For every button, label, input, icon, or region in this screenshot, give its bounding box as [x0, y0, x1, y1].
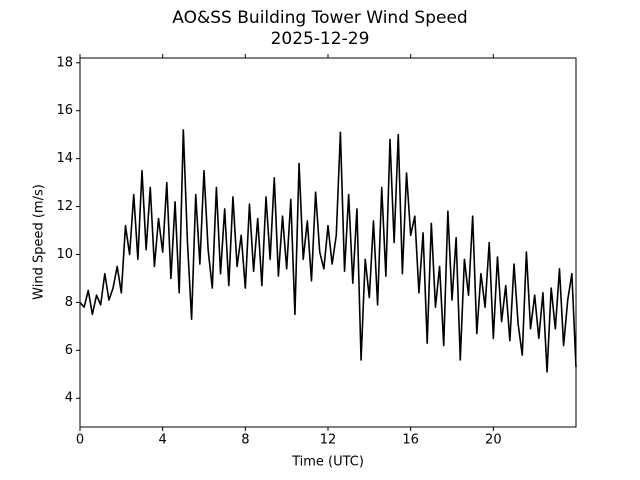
y-tick-label: 6 [65, 343, 73, 358]
chart-subtitle: 2025-12-29 [271, 29, 370, 49]
y-axis-label: Wind Speed (m/s) [32, 184, 47, 300]
y-tick-label: 10 [56, 247, 73, 262]
x-tick-label: 12 [320, 433, 337, 448]
x-tick-label: 8 [241, 433, 249, 448]
x-tick-label: 0 [76, 433, 84, 448]
x-tick-label: 4 [159, 433, 167, 448]
data-line [79, 129, 577, 373]
chart-title: AO&SS Building Tower Wind Speed [172, 8, 467, 28]
y-tick-label: 4 [65, 391, 73, 406]
y-tick-label: 8 [65, 295, 73, 310]
x-tick-label: 20 [485, 433, 502, 448]
y-tick-label: 18 [56, 55, 73, 70]
x-axis-label: Time (UTC) [291, 455, 364, 470]
x-tick-label: 16 [402, 433, 419, 448]
y-tick-label: 14 [56, 151, 73, 166]
y-tick-label: 16 [56, 103, 73, 118]
y-tick-label: 12 [56, 199, 73, 214]
